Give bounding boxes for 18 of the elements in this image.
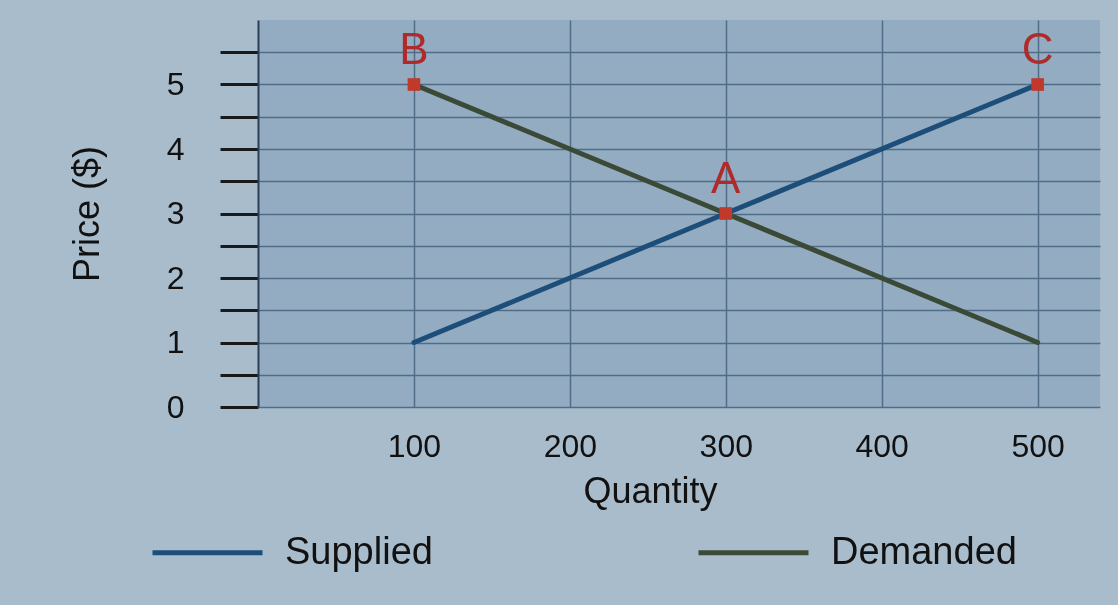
y-tick-label: 0 xyxy=(166,388,185,425)
x-axis-title: Quantity xyxy=(583,469,718,511)
annotation: A xyxy=(711,152,742,202)
x-tick-label: 300 xyxy=(699,427,753,464)
y-tick-label: 4 xyxy=(166,130,185,167)
y-axis-title: Price ($) xyxy=(65,145,107,283)
x-tick-label: 200 xyxy=(543,427,598,464)
annotation: B xyxy=(399,23,429,73)
legend-label: Supplied xyxy=(285,529,433,572)
x-tick-label: 100 xyxy=(387,427,442,464)
x-tick-label: 500 xyxy=(1011,427,1065,464)
x-tick-label: 400 xyxy=(855,427,909,464)
legend-label: Demanded xyxy=(831,529,1017,572)
annotation: C xyxy=(1021,23,1054,73)
y-tick-label: 3 xyxy=(166,195,185,231)
y-tick-label: 2 xyxy=(166,259,185,296)
y-tick-label: 5 xyxy=(166,66,185,102)
y-tick-label: 1 xyxy=(166,324,185,360)
